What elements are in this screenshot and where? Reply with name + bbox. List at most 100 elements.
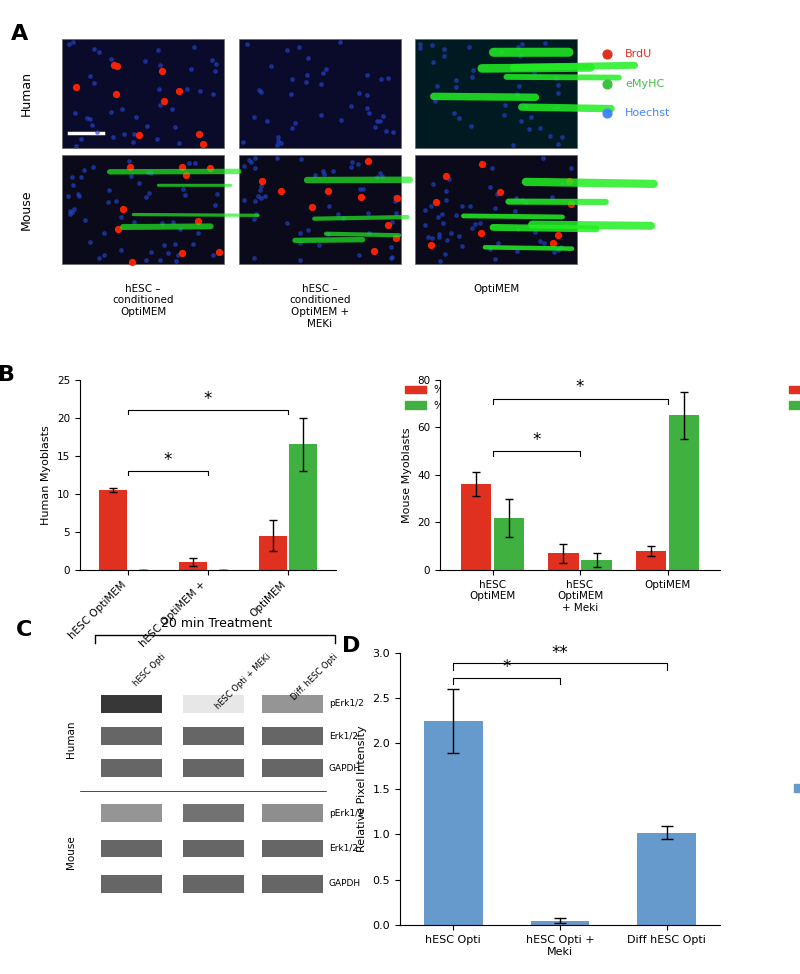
Text: hESC Opti + MEKi: hESC Opti + MEKi	[214, 653, 272, 711]
Point	[489, 251, 502, 267]
Point	[245, 154, 258, 169]
Point	[318, 166, 330, 181]
Point	[302, 50, 315, 65]
Point	[370, 169, 383, 184]
Point	[107, 56, 120, 72]
Point	[254, 190, 267, 206]
Point	[456, 198, 469, 213]
Point	[270, 150, 283, 166]
Point	[254, 178, 267, 194]
Point	[436, 215, 449, 231]
Point	[68, 106, 81, 122]
Point	[83, 68, 96, 84]
Point	[83, 111, 96, 127]
Point	[299, 74, 312, 90]
Point	[447, 105, 460, 121]
Point	[154, 56, 166, 72]
Point	[189, 155, 202, 170]
Point	[546, 189, 558, 205]
Point	[92, 44, 105, 59]
Point	[345, 154, 358, 169]
Point	[145, 166, 158, 181]
Point	[90, 124, 103, 139]
Point	[376, 108, 389, 124]
Text: GAPDH: GAPDH	[329, 764, 361, 772]
Text: hESC –
conditioned
OptiMEM: hESC – conditioned OptiMEM	[112, 283, 174, 317]
Point	[191, 225, 204, 241]
Bar	[290, 444, 318, 570]
Point	[538, 235, 550, 250]
Point	[434, 253, 447, 269]
Point	[247, 250, 260, 266]
Point	[386, 249, 398, 265]
Point	[548, 244, 561, 260]
Point	[156, 215, 169, 231]
Point	[312, 238, 325, 253]
Bar	[530, 920, 590, 925]
Y-axis label: Human Myoblasts: Human Myoblasts	[42, 425, 51, 525]
Point	[512, 39, 525, 55]
Point	[494, 44, 507, 59]
Point	[431, 209, 444, 225]
Point	[248, 109, 261, 125]
Legend: pERK: pERK	[790, 779, 800, 799]
Point	[188, 39, 201, 55]
Bar	[62, 155, 224, 264]
Text: Erk1/2: Erk1/2	[329, 731, 358, 740]
Point	[336, 210, 349, 226]
Point	[360, 67, 373, 83]
Point	[489, 201, 502, 216]
Text: eMyHC: eMyHC	[625, 79, 664, 89]
Point	[237, 134, 250, 150]
Point	[302, 222, 314, 238]
Point	[425, 237, 438, 252]
Point	[439, 183, 452, 199]
Point	[247, 211, 260, 227]
Point	[249, 161, 262, 176]
Text: 20 min Treatment: 20 min Treatment	[161, 617, 272, 630]
Point	[466, 62, 479, 78]
Point	[370, 113, 383, 129]
Point	[414, 36, 426, 52]
Point	[382, 217, 395, 233]
Point	[367, 243, 380, 258]
Point	[286, 121, 298, 136]
Legend: %BrdU, %eMyHC: %BrdU, %eMyHC	[785, 381, 800, 415]
Point	[362, 206, 374, 221]
Bar	[101, 728, 162, 745]
Point	[506, 137, 519, 153]
Point	[426, 37, 438, 53]
Point	[382, 70, 394, 86]
Point	[562, 173, 575, 189]
Point	[193, 126, 206, 141]
Point	[98, 225, 110, 241]
Point	[142, 164, 154, 179]
Point	[208, 197, 221, 212]
Point	[206, 86, 219, 101]
Point	[206, 53, 219, 68]
Point	[600, 105, 613, 121]
Point	[176, 245, 189, 261]
Point	[428, 94, 441, 109]
Bar	[262, 875, 322, 892]
Point	[79, 212, 92, 228]
Point	[74, 169, 87, 185]
Point	[130, 109, 142, 125]
Point	[249, 150, 262, 166]
Point	[309, 168, 322, 183]
Point	[386, 214, 398, 230]
Point	[181, 81, 194, 96]
Point	[450, 207, 462, 223]
Point	[66, 169, 78, 185]
Point	[314, 107, 327, 123]
Point	[355, 189, 368, 205]
Point	[469, 216, 482, 232]
Point	[533, 120, 546, 135]
Text: B: B	[0, 364, 15, 385]
Point	[334, 34, 346, 50]
Point	[252, 188, 265, 204]
Text: *: *	[164, 451, 172, 468]
Point	[519, 195, 532, 210]
Point	[126, 254, 138, 270]
Point	[426, 175, 439, 191]
